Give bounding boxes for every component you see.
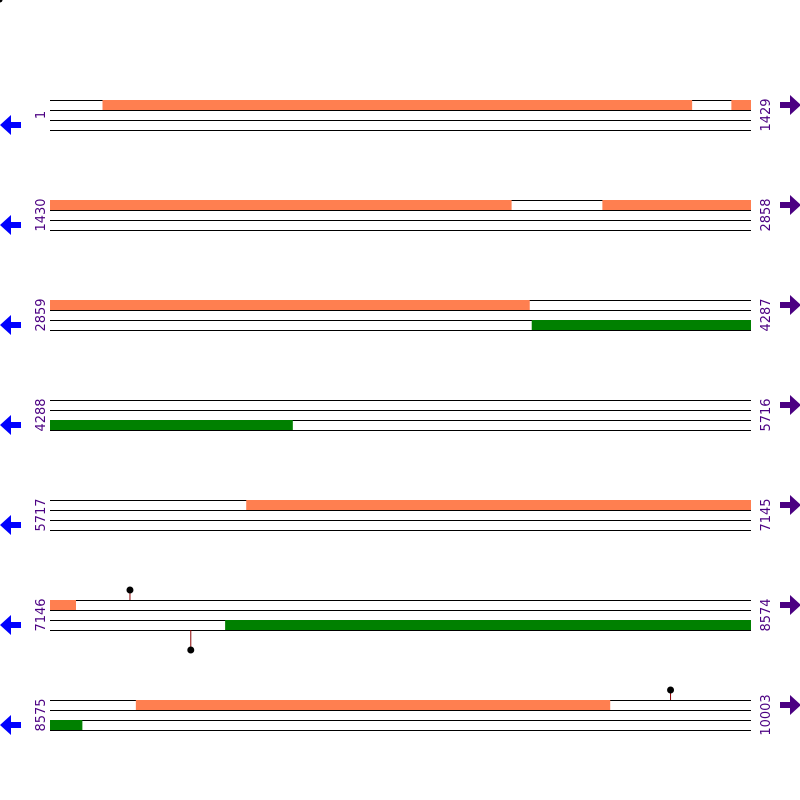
sequence-row: 4288 5716 xyxy=(0,395,800,435)
left-arrow-icon xyxy=(0,315,21,335)
forward-feature-bar xyxy=(731,100,751,110)
left-arrow-icon xyxy=(0,715,21,735)
left-arrow-shape xyxy=(0,715,21,735)
row-start-label: 5717 xyxy=(34,498,49,531)
left-arrow-icon xyxy=(0,215,21,235)
row-end-label: 7145 xyxy=(759,498,774,531)
left-arrow-shape xyxy=(0,215,21,235)
marker-head xyxy=(126,586,134,594)
row-end-label: 8574 xyxy=(759,598,774,631)
right-arrow-icon xyxy=(780,395,800,415)
left-arrow-icon xyxy=(0,415,21,435)
row-start-label: 1430 xyxy=(34,198,49,231)
sequence-row: 1 1429 xyxy=(0,95,800,135)
right-arrow-shape xyxy=(780,395,800,415)
row-start-label: 8575 xyxy=(34,698,49,731)
right-arrow-icon xyxy=(780,595,800,615)
right-arrow-icon xyxy=(780,295,800,315)
left-arrow-icon xyxy=(0,515,21,535)
right-arrow-shape xyxy=(780,595,800,615)
right-arrow-icon xyxy=(780,695,800,715)
right-arrow-shape xyxy=(780,695,800,715)
right-arrow-shape xyxy=(780,295,800,315)
right-arrow-icon xyxy=(780,195,800,215)
row-start-label: 1 xyxy=(34,111,49,119)
reverse-feature-bar xyxy=(225,620,751,630)
row-start-label: 7146 xyxy=(34,598,49,631)
lollipop-marker-icon xyxy=(187,630,195,654)
left-arrow-icon xyxy=(0,615,21,635)
row-start-label: 2859 xyxy=(34,298,49,331)
left-arrow-icon xyxy=(0,115,21,135)
marker-head xyxy=(667,686,675,694)
reverse-feature-bar xyxy=(50,420,293,430)
lollipop-marker-icon xyxy=(126,586,134,600)
corner-dot xyxy=(0,0,3,3)
row-end-label: 10003 xyxy=(759,694,774,735)
forward-feature-bar xyxy=(50,600,76,610)
row-end-label: 4287 xyxy=(759,298,774,331)
sequence-row: 5717 7145 xyxy=(0,495,800,535)
row-start-label: 4288 xyxy=(34,398,49,431)
sequence-row: 2859 4287 xyxy=(0,295,800,335)
row-end-label: 2858 xyxy=(759,198,774,231)
row-end-label: 1429 xyxy=(759,98,774,131)
reverse-feature-bar xyxy=(531,320,751,330)
right-arrow-shape xyxy=(780,95,800,115)
right-arrow-shape xyxy=(780,195,800,215)
lollipop-marker-icon xyxy=(667,686,675,700)
left-arrow-shape xyxy=(0,115,21,135)
forward-feature-bar xyxy=(102,100,693,110)
left-arrow-shape xyxy=(0,415,21,435)
right-arrow-icon xyxy=(780,495,800,515)
right-arrow-icon xyxy=(780,95,800,115)
left-arrow-shape xyxy=(0,515,21,535)
sequence-row: 8575 10003 xyxy=(0,686,800,736)
forward-feature-bar xyxy=(50,200,512,210)
reverse-feature-bar xyxy=(50,720,83,730)
sequence-rows: 1 1429 1430 2858 2859 4287 4288 5716 5717 7145 714… xyxy=(0,95,800,736)
forward-feature-bar xyxy=(50,300,530,310)
row-end-label: 5716 xyxy=(759,398,774,431)
right-arrow-shape xyxy=(780,495,800,515)
forward-feature-bar xyxy=(246,500,751,510)
marker-head xyxy=(187,646,195,654)
sequence-row: 1430 2858 xyxy=(0,195,800,235)
left-arrow-shape xyxy=(0,615,21,635)
left-arrow-shape xyxy=(0,315,21,335)
forward-feature-bar xyxy=(135,700,611,710)
forward-feature-bar xyxy=(602,200,751,210)
sequence-row: 7146 8574 xyxy=(0,586,800,654)
